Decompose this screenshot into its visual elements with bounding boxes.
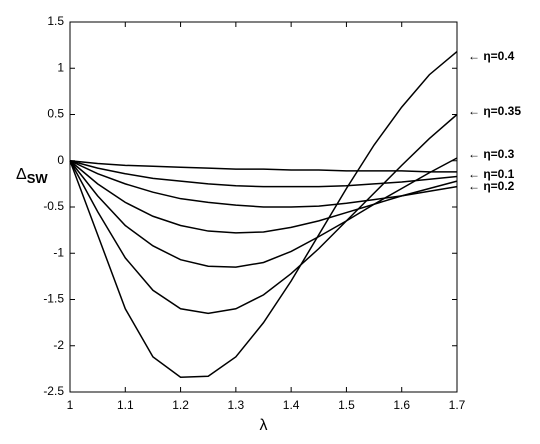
curve bbox=[69, 157, 458, 268]
curve bbox=[69, 160, 458, 234]
y-tick-label: 1 bbox=[57, 60, 64, 74]
curve bbox=[69, 160, 458, 208]
x-tick-label: 1.1 bbox=[117, 398, 134, 412]
x-axis-label: λ bbox=[260, 417, 268, 434]
x-tick-label: 1 bbox=[67, 398, 74, 412]
annotation: ← η=0.35 bbox=[468, 104, 521, 118]
y-tick-label: -0.5 bbox=[43, 199, 64, 213]
y-tick-label: -1.5 bbox=[43, 292, 64, 306]
y-axis-label: ΔSW bbox=[16, 166, 48, 186]
y-axis-symbol: Δ bbox=[16, 166, 27, 183]
curve bbox=[69, 113, 458, 315]
curve bbox=[69, 160, 457, 173]
annotation: ← η=0.3 bbox=[468, 147, 515, 161]
y-tick-label: -2 bbox=[53, 338, 64, 352]
y-tick-label: 1.5 bbox=[47, 14, 64, 28]
curve bbox=[69, 51, 458, 378]
annotation: ← η=0.4 bbox=[468, 49, 515, 63]
y-tick-label: 0 bbox=[57, 153, 64, 167]
y-axis-subscript: SW bbox=[27, 171, 49, 186]
y-tick-label: -2.5 bbox=[43, 384, 64, 398]
x-tick-label: 1.5 bbox=[338, 398, 355, 412]
x-tick-label: 1.3 bbox=[228, 398, 245, 412]
x-tick-label: 1.2 bbox=[172, 398, 189, 412]
x-tick-label: 1.6 bbox=[393, 398, 410, 412]
annotation: ← η=0.2 bbox=[468, 179, 515, 193]
annotation: ← η=0.1 bbox=[468, 167, 515, 181]
y-tick-label: -1 bbox=[53, 245, 64, 259]
y-tick-label: 0.5 bbox=[47, 107, 64, 121]
x-tick-label: 1.4 bbox=[283, 398, 300, 412]
x-tick-label: 1.7 bbox=[449, 398, 466, 412]
curve bbox=[69, 160, 458, 188]
